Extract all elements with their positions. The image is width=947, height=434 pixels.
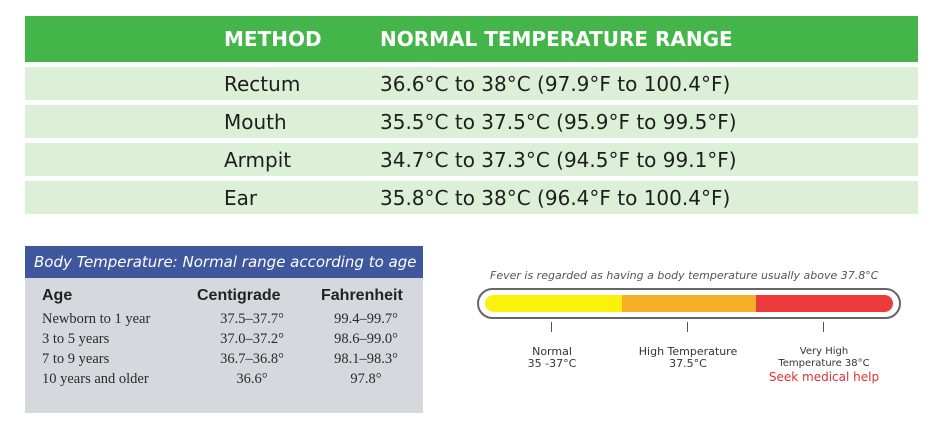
label-high-title: High Temperature (638, 345, 738, 358)
header-age: Age (42, 287, 73, 304)
centigrade-cell: 36.7–36.8° (220, 351, 284, 367)
fahrenheit-cell: 98.6–99.0° (334, 331, 398, 347)
centigrade-cell: 37.5–37.7° (220, 311, 284, 327)
label-normal: Normal 35 -37°C (528, 346, 577, 370)
label-high: High Temperature 37.5°C (639, 346, 737, 370)
label-normal-range: 35 -37°C (527, 357, 577, 370)
range-cell: 35.5°C to 37.5°C (95.9°F to 99.5°F) (380, 109, 737, 134)
method-cell: Ear (224, 185, 258, 210)
method-cell: Rectum (224, 71, 301, 96)
label-high-value: 37.5°C (669, 357, 707, 370)
header-method: METHOD (224, 27, 322, 51)
tick-high (687, 322, 688, 332)
method-cell: Armpit (224, 147, 292, 172)
age-cell: 3 to 5 years (42, 331, 110, 347)
method-table-header: METHOD NORMAL TEMPERATURE RANGE (25, 16, 918, 62)
age-temperature-table: Body Temperature: Normal range according… (25, 246, 423, 413)
fahrenheit-cell: 98.1–98.3° (334, 351, 398, 367)
tick-normal (551, 322, 552, 332)
header-fahrenheit: Fahrenheit (321, 287, 403, 304)
fever-caption: Fever is regarded as having a body tempe… (490, 269, 879, 282)
age-cell: 10 years and older (42, 371, 149, 387)
method-cell: Mouth (224, 109, 287, 134)
segment-very-high (756, 295, 893, 312)
table-row: 7 to 9 years 36.7–36.8° 98.1–98.3° (25, 351, 423, 371)
table-row: 10 years and older 36.6° 97.8° (25, 371, 423, 391)
table-row: 3 to 5 years 37.0–37.2° 98.6–99.0° (25, 331, 423, 351)
age-table-header: Age Centigrade Fahrenheit (25, 287, 423, 311)
label-very-high-title: Very High (799, 346, 849, 357)
range-cell: 36.6°C to 38°C (97.9°F to 100.4°F) (380, 71, 731, 96)
centigrade-cell: 36.6° (236, 371, 268, 387)
label-very-high-value: Temperature 38°C (778, 358, 870, 369)
centigrade-cell: 37.0–37.2° (220, 331, 284, 347)
seek-medical-help-text: Seek medical help (768, 370, 880, 384)
table-row: Armpit 34.7°C to 37.3°C (94.5°F to 99.1°… (25, 143, 918, 176)
age-table-title: Body Temperature: Normal range according… (25, 246, 423, 278)
fahrenheit-cell: 99.4–99.7° (334, 311, 398, 327)
tick-very-high (823, 322, 824, 332)
range-cell: 35.8°C to 38°C (96.4°F to 100.4°F) (380, 185, 731, 210)
segment-normal (485, 295, 623, 312)
age-cell: 7 to 9 years (42, 351, 110, 367)
table-row: Rectum 36.6°C to 38°C (97.9°F to 100.4°F… (25, 67, 918, 100)
label-very-high: Very High Temperature 38°C Seek medical … (769, 346, 879, 383)
thermometer-fill (485, 295, 893, 312)
table-row: Newborn to 1 year 37.5–37.7° 99.4–99.7° (25, 311, 423, 331)
header-centigrade: Centigrade (197, 287, 281, 304)
thermometer-bar (477, 288, 901, 319)
age-cell: Newborn to 1 year (42, 311, 151, 327)
table-row: Mouth 35.5°C to 37.5°C (95.9°F to 99.5°F… (25, 105, 918, 138)
segment-high-temperature (622, 295, 757, 312)
method-temperature-table: METHOD NORMAL TEMPERATURE RANGE Rectum 3… (25, 16, 918, 214)
fahrenheit-cell: 97.8° (350, 371, 382, 387)
range-cell: 34.7°C to 37.3°C (94.5°F to 99.1°F) (380, 147, 737, 172)
header-range: NORMAL TEMPERATURE RANGE (380, 27, 733, 51)
label-normal-title: Normal (532, 345, 572, 358)
table-row: Ear 35.8°C to 38°C (96.4°F to 100.4°F) (25, 181, 918, 214)
fever-scale: Fever is regarded as having a body tempe… (470, 262, 910, 402)
